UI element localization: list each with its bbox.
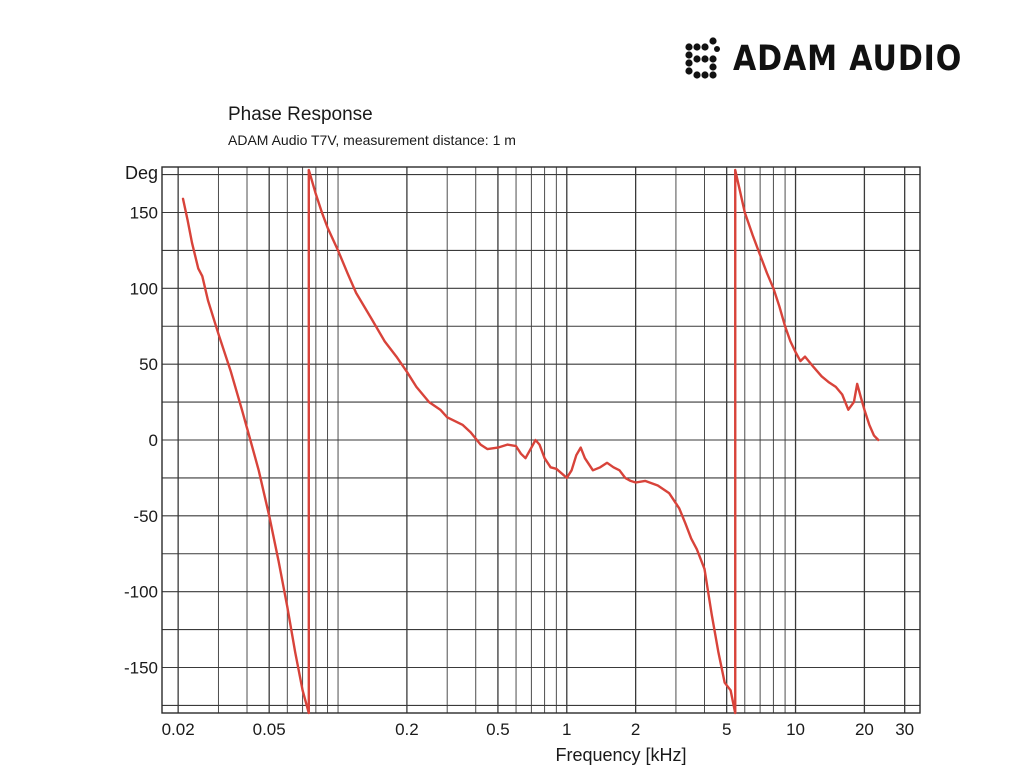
y-tick-label: 150 <box>130 204 158 223</box>
adam-audio-dot-mark-icon <box>685 37 720 79</box>
x-tick-label: 30 <box>895 720 914 739</box>
y-tick-label: 100 <box>130 279 158 298</box>
x-tick-label: 0.02 <box>162 720 195 739</box>
brand-logo: ADAM AUDIO <box>683 34 1000 84</box>
x-tick-label: 5 <box>722 720 731 739</box>
phase-series-line-1 <box>181 197 310 715</box>
y-axis-label: Deg <box>125 163 158 183</box>
x-axis-label: Frequency [kHz] <box>555 745 686 765</box>
plot-frame <box>161 166 921 714</box>
series-layer <box>181 168 880 715</box>
major-grid <box>162 167 920 713</box>
y-tick-label: -50 <box>133 507 158 526</box>
chart-title: Phase Response <box>228 104 373 125</box>
x-tick-label: 20 <box>855 720 874 739</box>
y-tick-label: -100 <box>124 583 158 602</box>
y-tick-labels: 150 100 50 0 -50 -100 -150 <box>124 204 158 678</box>
phase-series-line-3 <box>734 168 880 442</box>
x-tick-label: 10 <box>786 720 805 739</box>
x-tick-label: 2 <box>631 720 640 739</box>
phase-series-line-2 <box>307 168 737 715</box>
y-tick-label: -150 <box>124 659 158 678</box>
chart-subtitle: ADAM Audio T7V, measurement distance: 1 … <box>228 132 516 148</box>
x-tick-label: 0.5 <box>486 720 510 739</box>
y-tick-label: 0 <box>149 431 158 450</box>
x-tick-labels: 0.02 0.05 0.2 0.5 1 2 5 10 20 30 <box>162 720 915 739</box>
y-tick-label: 50 <box>139 355 158 374</box>
x-tick-label: 0.2 <box>395 720 419 739</box>
x-tick-label: 0.05 <box>253 720 286 739</box>
brand-name: ADAM AUDIO <box>733 39 963 79</box>
x-tick-label: 1 <box>562 720 571 739</box>
